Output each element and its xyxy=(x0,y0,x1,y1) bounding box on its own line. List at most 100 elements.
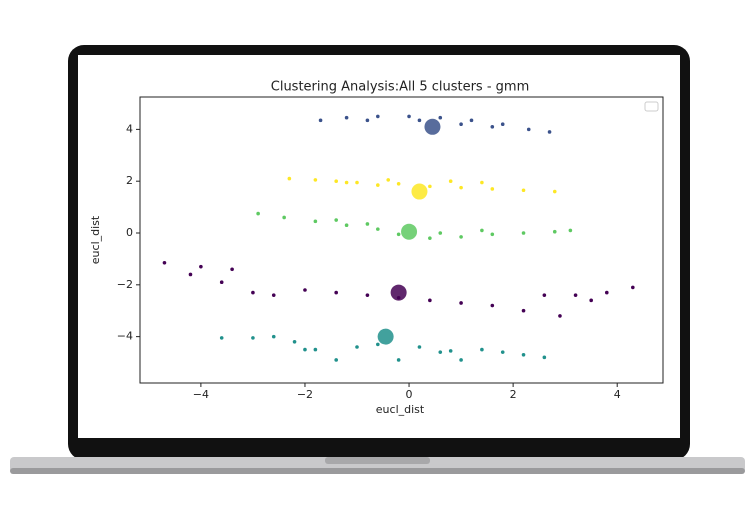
point xyxy=(490,187,495,191)
point xyxy=(604,290,609,295)
point xyxy=(162,260,167,265)
point xyxy=(251,290,255,295)
point xyxy=(480,228,484,233)
centroid xyxy=(401,223,418,240)
point xyxy=(396,181,401,186)
point xyxy=(459,358,463,362)
centroid xyxy=(424,118,441,135)
point xyxy=(318,118,323,123)
point xyxy=(438,350,443,354)
point xyxy=(542,293,547,297)
point xyxy=(417,118,422,123)
plot-frame xyxy=(139,96,664,384)
point xyxy=(396,358,401,362)
point xyxy=(282,215,286,220)
laptop-notch xyxy=(325,457,430,464)
point xyxy=(552,189,557,194)
point xyxy=(287,176,292,181)
legend-box xyxy=(644,101,659,112)
point xyxy=(589,298,593,303)
point xyxy=(459,301,463,305)
point xyxy=(376,183,380,187)
point xyxy=(313,219,318,224)
point xyxy=(428,184,432,189)
y-tick-label: 4 xyxy=(126,122,133,135)
point xyxy=(407,114,411,119)
point xyxy=(480,180,484,185)
point xyxy=(313,178,318,182)
point xyxy=(271,293,276,297)
point xyxy=(344,180,349,185)
point xyxy=(459,235,463,239)
point xyxy=(438,231,443,235)
laptop-base-edge xyxy=(10,468,745,474)
point xyxy=(334,179,338,183)
x-tick-label: 4 xyxy=(614,388,621,401)
y-tick-label: −2 xyxy=(117,278,133,291)
point xyxy=(521,188,526,193)
point xyxy=(547,130,552,134)
point xyxy=(500,122,505,127)
point xyxy=(558,314,562,318)
point xyxy=(448,349,453,353)
point xyxy=(230,267,234,272)
point xyxy=(480,347,484,352)
y-tick-label: −4 xyxy=(117,330,133,343)
point xyxy=(313,347,318,352)
screen xyxy=(78,55,680,438)
x-tick-label: 0 xyxy=(406,388,413,401)
point xyxy=(521,352,526,357)
point xyxy=(521,231,526,235)
point xyxy=(365,118,370,123)
y-tick-label: 2 xyxy=(126,174,133,187)
x-tick-label: 2 xyxy=(510,388,517,401)
point xyxy=(199,264,203,269)
point xyxy=(376,342,380,347)
x-axis-label: eucl_dist xyxy=(376,403,425,416)
point xyxy=(188,272,193,277)
point xyxy=(219,280,224,285)
point xyxy=(438,115,443,120)
point xyxy=(521,308,526,313)
point xyxy=(365,293,370,297)
point xyxy=(334,290,338,295)
point xyxy=(292,340,297,344)
centroid xyxy=(377,328,394,345)
point xyxy=(365,222,370,226)
point xyxy=(490,303,495,308)
point xyxy=(355,180,359,185)
point xyxy=(459,185,463,190)
centroid xyxy=(390,284,407,301)
point xyxy=(334,358,338,362)
x-tick-label: −4 xyxy=(193,388,209,401)
point xyxy=(303,347,307,352)
y-axis-label: eucl_dist xyxy=(89,215,102,264)
chart-title: Clustering Analysis:All 5 clusters - gmm xyxy=(271,80,530,95)
x-tick-label: −2 xyxy=(297,388,313,401)
point xyxy=(542,355,547,360)
point xyxy=(386,178,391,182)
point xyxy=(448,179,453,183)
point xyxy=(500,350,505,354)
point xyxy=(376,114,380,119)
point xyxy=(469,118,474,123)
point xyxy=(344,223,349,228)
point xyxy=(526,127,531,132)
point xyxy=(428,236,432,240)
point xyxy=(251,336,255,340)
point xyxy=(376,227,380,231)
point xyxy=(490,124,495,129)
point xyxy=(334,218,338,222)
point xyxy=(256,211,260,216)
y-tick-label: 0 xyxy=(126,226,133,239)
point xyxy=(568,228,573,233)
centroid xyxy=(411,183,428,200)
point xyxy=(573,293,578,297)
point xyxy=(344,115,349,120)
point xyxy=(396,232,401,237)
point xyxy=(417,345,422,349)
point xyxy=(459,122,463,127)
point xyxy=(490,232,495,237)
